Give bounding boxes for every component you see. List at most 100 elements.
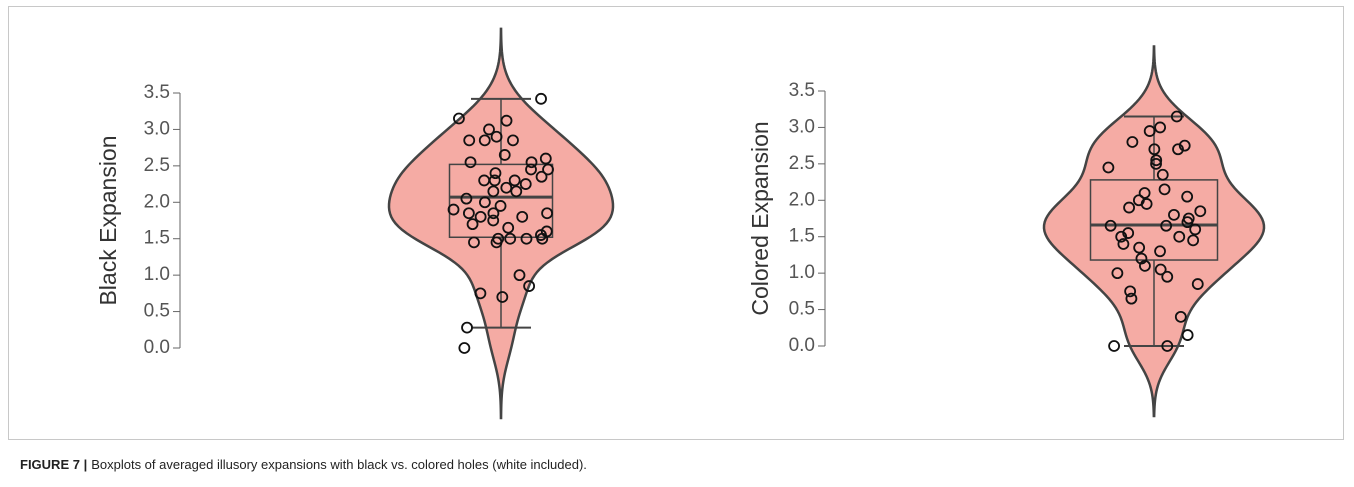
data-point (1154, 245, 1166, 258)
data-point (1158, 183, 1171, 196)
data-point (519, 178, 532, 190)
y-tick-label: 1.0 (144, 264, 170, 285)
data-point (1115, 230, 1128, 243)
data-point (1168, 208, 1180, 221)
data-point (508, 174, 521, 187)
data-point (1139, 259, 1151, 272)
data-point (1154, 121, 1167, 134)
data-point (1172, 143, 1184, 156)
data-point (1125, 292, 1138, 305)
data-point (510, 185, 523, 198)
data-point (453, 112, 465, 125)
data-point (1154, 263, 1167, 276)
data-point (1178, 139, 1191, 152)
data-point (1181, 216, 1194, 229)
data-point (1194, 205, 1207, 218)
y-tick-label: 3.0 (789, 116, 815, 137)
y-axis-label: Colored Expansion (747, 121, 773, 315)
data-point (463, 134, 476, 147)
data-point (504, 232, 517, 245)
data-point (500, 181, 513, 194)
y-tick-label: 1.0 (789, 262, 815, 283)
y-tick-label: 2.5 (789, 153, 815, 174)
data-point (520, 232, 533, 245)
y-tick-label: 1.5 (789, 226, 815, 247)
violin (1042, 45, 1266, 418)
data-point (489, 167, 502, 180)
data-point (483, 123, 495, 136)
data-point (458, 342, 471, 354)
y-tick-label: 3.5 (144, 82, 170, 103)
data-point (502, 221, 515, 234)
data-point (460, 192, 473, 205)
data-point (1122, 227, 1135, 239)
caption-label: FIGURE 7 | (20, 457, 88, 472)
chart: Black Expansion 0.0 0.5 1.0 1.5 2.0 2.5 3.0 3.5 C… (95, 27, 1266, 420)
y-tick-label: 3.0 (144, 118, 170, 139)
data-point (536, 232, 549, 245)
data-point (1104, 219, 1117, 232)
data-point (1108, 340, 1120, 352)
data-point (462, 207, 475, 220)
data-point (1156, 168, 1169, 181)
data-point (1138, 187, 1151, 199)
data-point (494, 200, 507, 212)
data-point (1170, 110, 1183, 123)
data-point (1174, 310, 1187, 323)
data-point (500, 114, 513, 127)
data-point (1150, 157, 1162, 170)
violin (387, 27, 615, 420)
data-point (541, 207, 553, 220)
data-point (539, 152, 552, 165)
data-point (1189, 223, 1202, 236)
data-point (490, 236, 503, 249)
data-point (513, 269, 526, 282)
y-tick-label: 2.0 (144, 191, 170, 212)
data-point (535, 92, 547, 105)
data-point (1102, 161, 1115, 174)
data-point (1161, 270, 1174, 283)
data-point (1181, 190, 1194, 203)
data-point (1143, 125, 1156, 137)
y-tick-label: 1.5 (144, 228, 170, 249)
data-point (1135, 252, 1148, 265)
data-point (474, 210, 487, 223)
data-point (1181, 329, 1194, 341)
y-tick-label: 0.5 (789, 299, 815, 320)
box (448, 163, 554, 239)
data-point (490, 130, 503, 143)
caption-text: Boxplots of averaged illusory expansions… (91, 457, 587, 472)
figure-frame (8, 6, 1344, 440)
data-point (1111, 267, 1124, 280)
y-tick-label: 0.0 (789, 335, 815, 356)
data-point (478, 134, 491, 147)
y-axis-label: Black Expansion (95, 135, 121, 305)
data-point (1123, 201, 1135, 214)
data-point (496, 291, 509, 303)
data-point (1126, 136, 1139, 148)
data-point (478, 196, 491, 209)
y-tick-label: 2.5 (144, 155, 170, 176)
data-point (447, 203, 460, 216)
data-point (1148, 143, 1161, 156)
data-point (474, 287, 487, 300)
data-point (498, 149, 511, 161)
data-point (1173, 230, 1186, 243)
data-point (525, 156, 538, 169)
data-point (466, 218, 479, 231)
box (1089, 179, 1219, 261)
data-point (525, 163, 537, 176)
data-point (487, 207, 500, 220)
data-point (1124, 285, 1137, 298)
data-point (487, 185, 500, 198)
data-point (464, 156, 477, 169)
data-point (1140, 198, 1153, 210)
data-point (461, 321, 473, 334)
data-point (1187, 234, 1200, 247)
data-point (535, 170, 548, 183)
data-point (523, 280, 536, 292)
data-point (542, 163, 554, 176)
data-point (516, 210, 529, 223)
y-tick-label: 0.0 (144, 337, 170, 358)
